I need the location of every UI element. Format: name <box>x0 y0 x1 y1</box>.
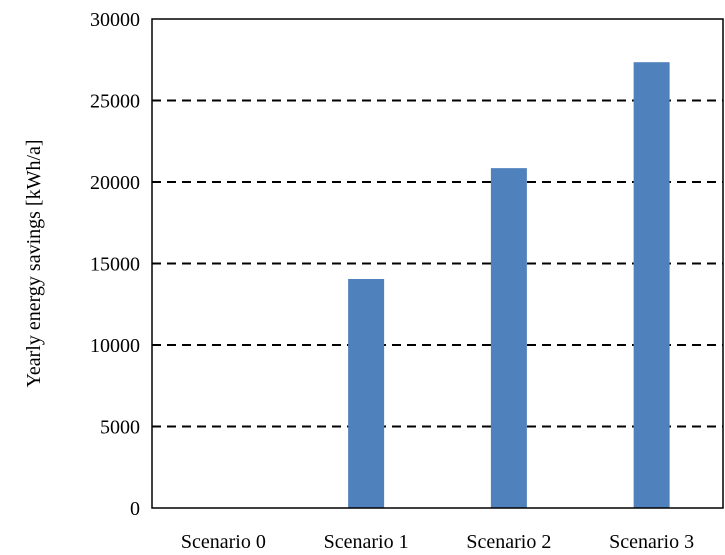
y-tick-label: 30000 <box>90 9 140 31</box>
y-tick-label: 5000 <box>100 417 140 439</box>
y-axis-title: Yearly energy savings [kWh/a] <box>23 139 45 387</box>
y-tick-labels: 0 5000 10000 15000 20000 25000 30000 <box>90 9 140 520</box>
bars <box>348 62 670 508</box>
x-tick-labels: Scenario 0 Scenario 1 Scenario 2 Scenario 3 <box>181 531 694 553</box>
plot-frame <box>151 18 724 509</box>
y-tick-label: 10000 <box>90 335 140 357</box>
x-tick-label: Scenario 1 <box>324 531 409 553</box>
y-tick-label: 25000 <box>90 91 140 113</box>
gridlines <box>152 99 723 428</box>
x-tick-label: Scenario 2 <box>466 531 551 553</box>
bar-scenario-2 <box>490 168 527 508</box>
x-tick-label: Scenario 3 <box>609 531 694 553</box>
y-tick-label: 20000 <box>90 172 140 194</box>
bar-scenario-3 <box>633 62 670 508</box>
x-tick-label: Scenario 0 <box>181 531 266 553</box>
y-tick-label: 0 <box>130 498 140 520</box>
bar-scenario-1 <box>348 278 385 508</box>
y-tick-label: 15000 <box>90 254 140 276</box>
